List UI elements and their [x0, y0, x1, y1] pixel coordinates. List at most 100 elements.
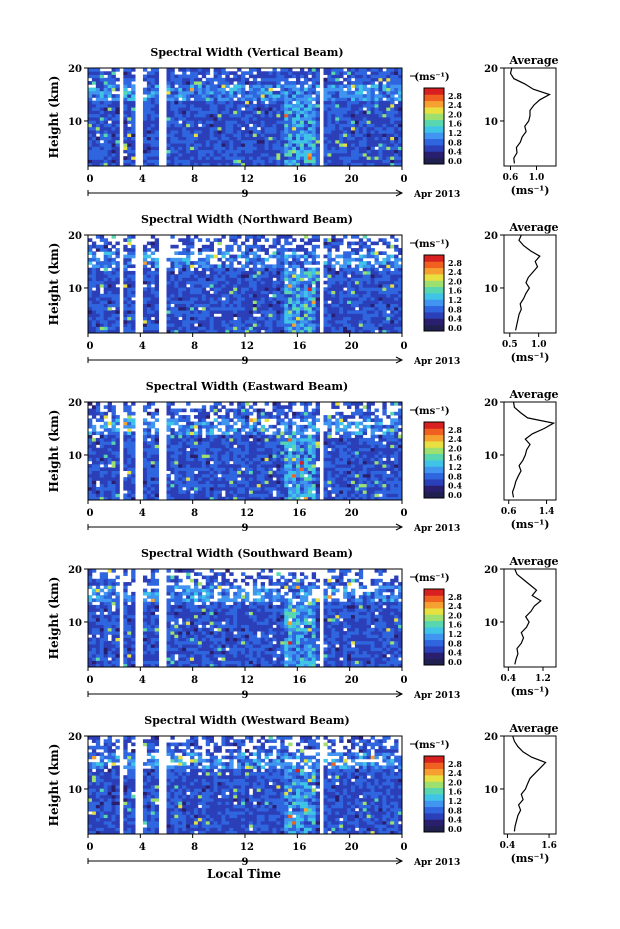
- heatmap-cell: [268, 81, 273, 85]
- heatmap-cell: [123, 257, 128, 262]
- heatmap-cell: [280, 71, 285, 75]
- heatmap-cell: [201, 418, 207, 422]
- heatmap-cell: [260, 159, 266, 164]
- heatmap-cell: [217, 428, 222, 432]
- heatmap-cell: [358, 77, 364, 82]
- heatmap-cell: [225, 152, 230, 157]
- heatmap-cell: [343, 77, 348, 82]
- heatmap-cell: [233, 431, 238, 436]
- heatmap-cell: [107, 323, 112, 327]
- heatmap-cell: [237, 110, 242, 115]
- heatmap-cell: [103, 152, 109, 157]
- heatmap-cell: [347, 139, 352, 144]
- heatmap-cell: [229, 493, 234, 498]
- heatmap-cell: [221, 306, 226, 311]
- heatmap-cell: [170, 97, 175, 102]
- heatmap-cell: [331, 110, 336, 115]
- heatmap-cell: [284, 316, 289, 321]
- heatmap-cell: [142, 490, 148, 494]
- heatmap-cell: [288, 316, 293, 321]
- heatmap-cell: [182, 418, 187, 422]
- heatmap-cell: [221, 457, 226, 462]
- heatmap-cell: [150, 323, 156, 327]
- heatmap-cell: [347, 303, 352, 308]
- heatmap-cell: [268, 152, 273, 157]
- heatmap-cell: [154, 454, 160, 458]
- heatmap-cell: [233, 235, 238, 239]
- heatmap-cell: [178, 159, 183, 164]
- heatmap-cell: [280, 310, 285, 314]
- heatmap-cell: [327, 293, 332, 298]
- heatmap-cell: [190, 251, 195, 255]
- heatmap-cell: [88, 486, 93, 491]
- heatmap-cell: [170, 143, 175, 147]
- heatmap-cell: [245, 107, 250, 111]
- heatmap-cell: [131, 120, 136, 124]
- heatmap-cell: [170, 68, 175, 72]
- heatmap-cell: [394, 293, 399, 298]
- heatmap-cell: [394, 323, 399, 327]
- heatmap-cell: [123, 139, 128, 144]
- heatmap-cell: [225, 90, 230, 95]
- heatmap-cell: [142, 441, 148, 445]
- heatmap-cell: [182, 107, 187, 111]
- heatmap-cell: [123, 424, 128, 429]
- heatmap-cell: [115, 437, 120, 442]
- heatmap-cell: [288, 290, 293, 295]
- heatmap-cell: [248, 126, 254, 131]
- heatmap-cell: [197, 159, 203, 164]
- heatmap-cell: [154, 444, 160, 449]
- heatmap-cell: [217, 287, 222, 291]
- heatmap-cell: [127, 84, 132, 88]
- heatmap-cell: [123, 319, 128, 324]
- heatmap-cell: [398, 130, 403, 134]
- heatmap-cell: [166, 447, 171, 452]
- heatmap-cell: [256, 274, 262, 278]
- heatmap-cell: [292, 287, 297, 291]
- heatmap-cell: [335, 270, 340, 275]
- heatmap-cell: [201, 490, 207, 494]
- heatmap-cell: [88, 133, 93, 137]
- heatmap-cell: [127, 117, 132, 121]
- heatmap-cell: [107, 248, 112, 252]
- heatmap-cell: [280, 130, 285, 134]
- heatmap-cell: [284, 323, 289, 327]
- heatmap-cell: [358, 270, 364, 275]
- heatmap-cell: [131, 460, 136, 465]
- heatmap-cell: [362, 326, 368, 331]
- heatmap-cell: [95, 87, 101, 92]
- heatmap-cell: [354, 130, 360, 134]
- heatmap-cell: [146, 424, 152, 429]
- heatmap-cell: [382, 107, 387, 111]
- heatmap-cell: [154, 143, 160, 147]
- heatmap-cell: [241, 316, 246, 321]
- heatmap-cell: [280, 152, 285, 157]
- heatmap-cell: [154, 71, 160, 75]
- heatmap-cell: [166, 81, 171, 85]
- heatmap-cell: [394, 329, 399, 334]
- heatmap-cell: [213, 149, 218, 154]
- heatmap-cell: [386, 100, 391, 105]
- heatmap-cell: [190, 81, 195, 85]
- heatmap-cell: [350, 248, 356, 252]
- heatmap-cell: [178, 274, 183, 278]
- heatmap-cell: [398, 326, 403, 331]
- heatmap-cell: [182, 496, 187, 501]
- heatmap-cell: [241, 323, 246, 327]
- heatmap-cell: [362, 133, 368, 137]
- colorbar-tick-label: 1.2: [448, 128, 462, 138]
- heatmap-cell: [347, 87, 352, 92]
- heatmap-cell: [107, 319, 112, 324]
- heatmap-cell: [237, 235, 242, 239]
- heatmap-cell: [225, 437, 230, 442]
- heatmap-cell: [131, 152, 136, 157]
- heatmap-cell: [201, 149, 207, 154]
- heatmap-cell: [343, 146, 348, 151]
- heatmap-cell: [339, 71, 344, 75]
- heatmap-cell: [256, 306, 262, 311]
- heatmap-cell: [178, 270, 183, 275]
- heatmap-cell: [154, 244, 160, 249]
- heatmap-cell: [193, 319, 199, 324]
- x-tick-label: 16: [292, 174, 306, 185]
- heatmap-cell: [284, 110, 289, 115]
